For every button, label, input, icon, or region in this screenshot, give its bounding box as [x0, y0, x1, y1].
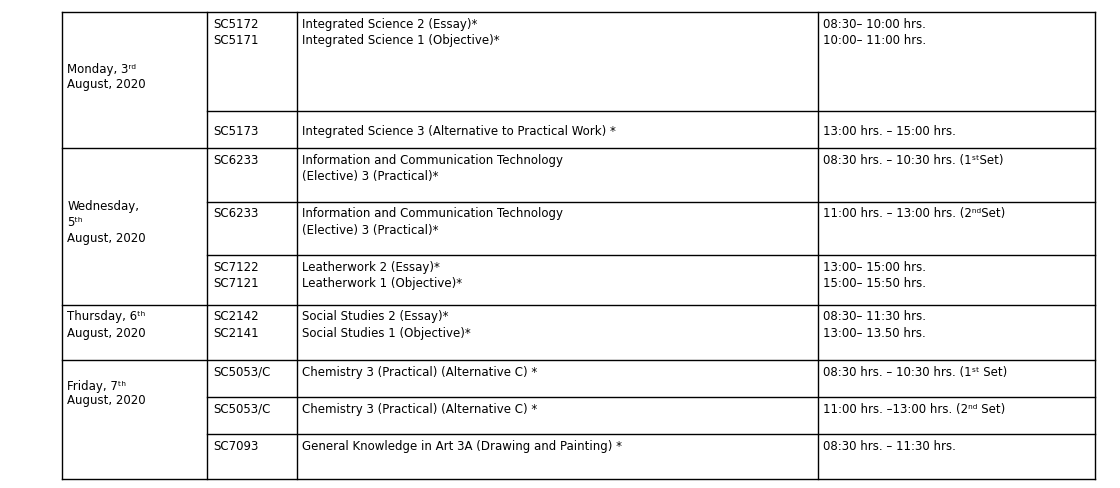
- Text: SC5173: SC5173: [213, 125, 259, 138]
- Text: 11:00 hrs. – 13:00 hrs. (2ⁿᵈSet): 11:00 hrs. – 13:00 hrs. (2ⁿᵈSet): [823, 207, 1006, 221]
- Text: Leatherwork 2 (Essay)*: Leatherwork 2 (Essay)*: [302, 261, 440, 274]
- Text: SC5172: SC5172: [213, 18, 259, 31]
- Text: 08:30 hrs. – 10:30 hrs. (1ˢᵗSet): 08:30 hrs. – 10:30 hrs. (1ˢᵗSet): [823, 154, 1004, 167]
- Text: General Knowledge in Art 3A (Drawing and Painting) *: General Knowledge in Art 3A (Drawing and…: [302, 440, 623, 453]
- Text: SC6233: SC6233: [213, 154, 259, 167]
- Text: Chemistry 3 (Practical) (Alternative C) *: Chemistry 3 (Practical) (Alternative C) …: [302, 403, 538, 416]
- Text: (Elective) 3 (Practical)*: (Elective) 3 (Practical)*: [302, 170, 439, 183]
- Text: 08:30– 11:30 hrs.: 08:30– 11:30 hrs.: [823, 310, 926, 324]
- Text: August, 2020: August, 2020: [67, 78, 146, 91]
- Text: August, 2020: August, 2020: [67, 232, 146, 245]
- Text: 5ᵗʰ: 5ᵗʰ: [67, 216, 83, 229]
- Text: SC7093: SC7093: [213, 440, 259, 453]
- Text: Integrated Science 1 (Objective)*: Integrated Science 1 (Objective)*: [302, 34, 500, 47]
- Text: SC5053/C: SC5053/C: [213, 403, 270, 416]
- Text: Friday, 7ᵗʰ: Friday, 7ᵗʰ: [67, 380, 127, 393]
- Text: SC2142: SC2142: [213, 310, 259, 324]
- Text: Social Studies 2 (Essay)*: Social Studies 2 (Essay)*: [302, 310, 449, 324]
- Text: SC7121: SC7121: [213, 277, 259, 290]
- Text: 08:30 hrs. – 11:30 hrs.: 08:30 hrs. – 11:30 hrs.: [823, 440, 956, 453]
- Text: 13:00 hrs. – 15:00 hrs.: 13:00 hrs. – 15:00 hrs.: [823, 125, 956, 138]
- Text: Monday, 3ʳᵈ: Monday, 3ʳᵈ: [67, 63, 137, 76]
- Text: 10:00– 11:00 hrs.: 10:00– 11:00 hrs.: [823, 34, 926, 47]
- Text: Chemistry 3 (Practical) (Alternative C) *: Chemistry 3 (Practical) (Alternative C) …: [302, 366, 538, 379]
- Text: August, 2020: August, 2020: [67, 326, 146, 340]
- Text: Wednesday,: Wednesday,: [67, 201, 139, 213]
- Text: 08:30– 10:00 hrs.: 08:30– 10:00 hrs.: [823, 18, 926, 31]
- Text: SC5171: SC5171: [213, 34, 259, 47]
- Text: Thursday, 6ᵗʰ: Thursday, 6ᵗʰ: [67, 310, 146, 324]
- Text: 13:00– 15:00 hrs.: 13:00– 15:00 hrs.: [823, 261, 926, 274]
- Text: (Elective) 3 (Practical)*: (Elective) 3 (Practical)*: [302, 224, 439, 237]
- Text: SC5053/C: SC5053/C: [213, 366, 270, 379]
- Text: 08:30 hrs. – 10:30 hrs. (1ˢᵗ Set): 08:30 hrs. – 10:30 hrs. (1ˢᵗ Set): [823, 366, 1008, 379]
- Text: Social Studies 1 (Objective)*: Social Studies 1 (Objective)*: [302, 326, 472, 340]
- Text: SC6233: SC6233: [213, 207, 259, 221]
- Text: 13:00– 13.50 hrs.: 13:00– 13.50 hrs.: [823, 326, 926, 340]
- Text: Integrated Science 3 (Alternative to Practical Work) *: Integrated Science 3 (Alternative to Pra…: [302, 125, 616, 138]
- Text: Leatherwork 1 (Objective)*: Leatherwork 1 (Objective)*: [302, 277, 463, 290]
- Text: SC7122: SC7122: [213, 261, 259, 274]
- Text: 15:00– 15:50 hrs.: 15:00– 15:50 hrs.: [823, 277, 926, 290]
- Text: SC2141: SC2141: [213, 326, 259, 340]
- Text: Information and Communication Technology: Information and Communication Technology: [302, 207, 563, 221]
- Text: 11:00 hrs. –13:00 hrs. (2ⁿᵈ Set): 11:00 hrs. –13:00 hrs. (2ⁿᵈ Set): [823, 403, 1006, 416]
- Text: August, 2020: August, 2020: [67, 394, 146, 407]
- Text: Information and Communication Technology: Information and Communication Technology: [302, 154, 563, 167]
- Text: Integrated Science 2 (Essay)*: Integrated Science 2 (Essay)*: [302, 18, 478, 31]
